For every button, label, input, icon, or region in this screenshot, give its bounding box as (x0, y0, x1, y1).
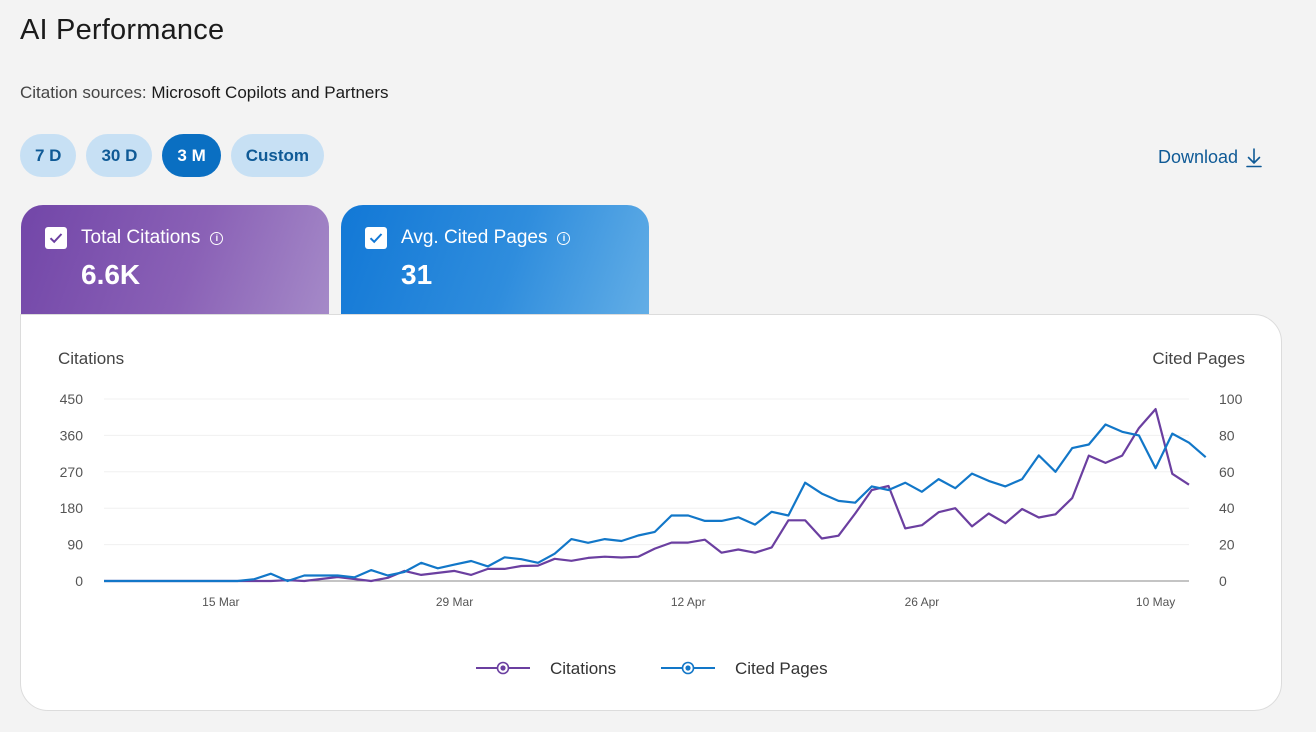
y-tick-label: 90 (67, 537, 83, 553)
range-7d-button[interactable]: 7 D (20, 134, 77, 177)
range-custom-button[interactable]: Custom (230, 134, 325, 177)
avg-cited-pages-label: Avg. Cited Pages (401, 227, 548, 248)
x-tick-label: 12 Apr (671, 595, 706, 609)
total-citations-checkbox[interactable] (45, 227, 67, 249)
x-tick-label: 26 Apr (905, 595, 940, 609)
x-tick-label: 10 May (1136, 595, 1175, 609)
legend-marker-inner (500, 665, 506, 671)
y-axis-title: Citations (58, 349, 124, 368)
y2-tick-label: 20 (1219, 537, 1235, 553)
info-icon[interactable]: i (210, 231, 224, 245)
y2-tick-label: 80 (1219, 427, 1235, 443)
legend-marker-inner (685, 665, 691, 671)
page-title: AI Performance (20, 14, 225, 46)
y-tick-label: 270 (60, 464, 84, 480)
total-citations-label: Total Citations (81, 227, 201, 248)
checkmark-icon (49, 233, 63, 244)
series-line-citations (104, 407, 1190, 583)
avg-cited-pages-card[interactable]: Avg. Cited Pages i 31 (341, 205, 649, 317)
performance-chart: Citations Cited Pages 0 90 180 270 360 450 0 20 40… (58, 349, 1245, 678)
range-3m-button[interactable]: 3 M (162, 134, 221, 177)
download-button[interactable]: Download (1158, 147, 1262, 168)
download-icon (1246, 147, 1262, 167)
avg-cited-pages-checkbox[interactable] (365, 227, 387, 249)
y-tick-label: 180 (60, 500, 84, 516)
series-line-cited-pages (104, 423, 1207, 583)
y2-tick-label: 0 (1219, 573, 1227, 589)
y2-tick-label: 40 (1219, 500, 1235, 516)
citation-sources-value: Microsoft Copilots and Partners (151, 83, 389, 102)
x-tick-label: 15 Mar (202, 595, 239, 609)
legend-label: Citations (550, 659, 616, 678)
citation-sources: Citation sources: Microsoft Copilots and… (20, 83, 389, 103)
date-range-selector: 7 D 30 D 3 M Custom (20, 134, 325, 177)
legend-label: Cited Pages (735, 659, 828, 678)
y-tick-label: 360 (60, 427, 84, 443)
download-label: Download (1158, 147, 1239, 167)
y-tick-label: 450 (60, 391, 84, 407)
citation-sources-label: Citation sources: (20, 83, 147, 102)
checkmark-icon (369, 233, 383, 244)
y2-tick-label: 60 (1219, 464, 1235, 480)
info-icon[interactable]: i (557, 231, 571, 245)
y-tick-label: 0 (75, 573, 83, 589)
total-citations-value: 6.6K (81, 259, 141, 290)
avg-cited-pages-value: 31 (401, 259, 433, 290)
x-tick-label: 29 Mar (436, 595, 473, 609)
y2-tick-label: 100 (1219, 391, 1243, 407)
total-citations-card[interactable]: Total Citations i 6.6K (21, 205, 329, 317)
range-30d-button[interactable]: 30 D (86, 134, 153, 177)
chart-panel: Citations Cited Pages 0 90 180 270 360 450 0 20 40… (20, 314, 1282, 711)
y2-axis-title: Cited Pages (1152, 349, 1245, 368)
